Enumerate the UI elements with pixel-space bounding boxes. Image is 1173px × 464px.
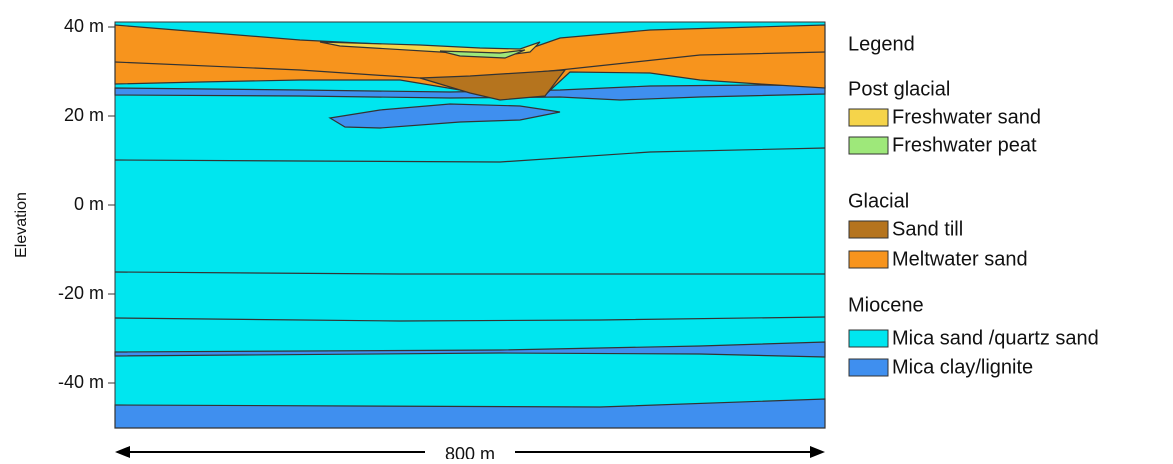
axis-label: Elevation	[13, 192, 30, 258]
scale-label: 800 m	[445, 444, 495, 459]
legend-group: Glacial	[848, 190, 909, 212]
legend-item: Sand till	[892, 218, 963, 240]
legend-item: Freshwater sand	[892, 106, 1041, 128]
section-layers	[115, 22, 825, 428]
tick-label: 20 m	[64, 105, 104, 125]
legend: Legend Post glacial Freshwater sand Fres…	[848, 33, 1099, 378]
tick-label: 0 m	[74, 194, 104, 214]
tick-label: 40 m	[64, 16, 104, 36]
swatch	[849, 109, 888, 126]
tick-label: -20 m	[58, 283, 104, 303]
legend-item: Mica sand /quartz sand	[892, 327, 1099, 349]
arrow-head	[810, 446, 825, 458]
tick-label: -40 m	[58, 372, 104, 392]
swatch	[849, 221, 888, 238]
arrow-head	[115, 446, 130, 458]
swatch	[849, 330, 888, 347]
swatch	[849, 359, 888, 376]
legend-item: Freshwater peat	[892, 134, 1037, 156]
legend-group: Post glacial	[848, 78, 950, 100]
legend-group: Miocene	[848, 294, 924, 316]
cross-section: 40 m 20 m 0 m -20 m -40 m Elevation 800 …	[0, 0, 1173, 459]
swatch	[849, 251, 888, 268]
legend-item: Mica clay/lignite	[892, 356, 1033, 378]
scale-bar: 800 m	[115, 440, 825, 459]
y-axis: 40 m 20 m 0 m -20 m -40 m Elevation	[13, 16, 115, 392]
swatch	[849, 137, 888, 154]
legend-item: Meltwater sand	[892, 248, 1028, 270]
legend-title: Legend	[848, 33, 915, 55]
